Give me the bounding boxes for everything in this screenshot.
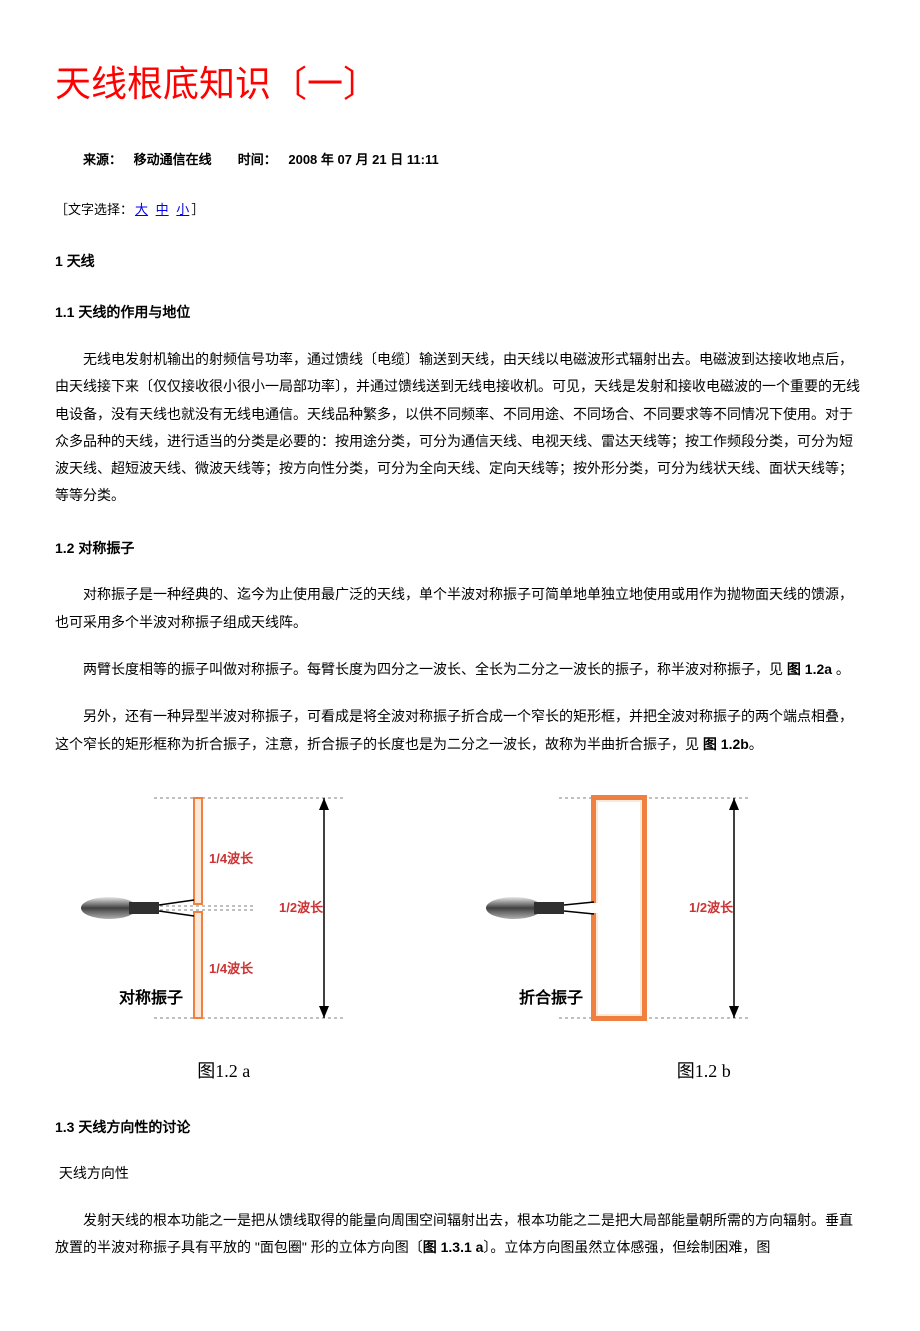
font-medium-link[interactable]: 中 [156,202,169,217]
section-1-3-heading: 1.3 天线方向性的讨论 [55,1114,865,1141]
source-value: 移动通信在线 [134,152,212,167]
text-span: 。 [832,661,850,677]
paragraph-1-2-2: 两臂长度相等的振子叫做对称振子。每臂长度为四分之一波长、全长为二分之一波长的振子… [55,656,865,683]
figure-ref: 图 1.2a [787,661,832,677]
folded-dipole-diagram: 1/2波长 折合振子 [469,778,789,1038]
caption-1-2-b: 图1.2 b [677,1054,731,1088]
section-number: 1 [55,253,63,269]
time-label: 时间： [238,152,277,167]
time-value: 2008 年 07 月 21 日 11:11 [288,152,438,167]
folded-dipole-label: 折合振子 [519,988,583,1007]
section-1-1-heading: 1.1 天线的作用与地位 [55,299,865,326]
font-large-link[interactable]: 大 [135,202,148,217]
text-span: 天线方向性 [59,1165,129,1181]
section-1-2-heading: 1.2 对称振子 [55,535,865,562]
half-wavelength-label: 1/2波长 [279,900,324,915]
half-wavelength-label: 1/2波长 [689,900,734,915]
figure-ref: 图 1.2b [703,736,749,752]
qtr-wavelength-label: 1/4波长 [209,961,254,976]
source-label: 来源： [83,152,122,167]
section-label: 天线 [67,253,95,269]
qtr-wavelength-label: 1/4波长 [209,851,254,866]
meta-line: 来源： 移动通信在线 时间： 2008 年 07 月 21 日 11:11 [55,148,865,173]
text-span: 。 [749,736,763,752]
font-size-selector: ［文字选择：大 中 小］ [55,198,865,223]
subheading-directionality: 天线方向性 [55,1160,865,1187]
paragraph-1-3-1: 发射天线的根本功能之一是把从馈线取得的能量向周围空间辐射出去，根本功能之二是把大… [55,1207,865,1262]
page-title: 天线根底知识〔一〕 [55,50,865,118]
caption-1-2-a: 图1.2 a [197,1054,250,1088]
paragraph-1-2-3: 另外，还有一种异型半波对称振子，可看成是将全波对称振子折合成一个窄长的矩形框，并… [55,703,865,758]
font-small-link[interactable]: 小 [176,202,189,217]
figure-ref: 图 1.3.1 a [423,1239,484,1255]
paragraph-1-1: 无线电发射机输出的射频信号功率，通过馈线〔电缆〕输送到天线，由天线以电磁波形式辐… [55,346,865,510]
font-select-suffix: ］ [191,202,204,217]
text-span: 〕。立体方向图虽然立体感强，但绘制困难，图 [483,1239,770,1255]
text-span: 两臂长度相等的振子叫做对称振子。每臂长度为四分之一波长、全长为二分之一波长的振子… [83,661,787,677]
dipole-antenna-diagram: 1/4波长 1/4波长 1/2波长 对称振子 [64,778,384,1038]
font-select-prefix: ［文字选择： [55,202,133,217]
diagram-row: 1/4波长 1/4波长 1/2波长 对称振子 图1.2 a [55,778,865,1089]
section-1-heading: 1 天线 [55,248,865,275]
diagram-1-2-a: 1/4波长 1/4波长 1/2波长 对称振子 图1.2 a [55,778,392,1089]
dipole-label: 对称振子 [119,988,183,1007]
paragraph-1-2-1: 对称振子是一种经典的、迄今为止使用最广泛的天线，单个半波对称振子可简单地单独立地… [55,581,865,636]
diagram-1-2-b: 1/2波长 折合振子 图1.2 b [392,778,865,1089]
